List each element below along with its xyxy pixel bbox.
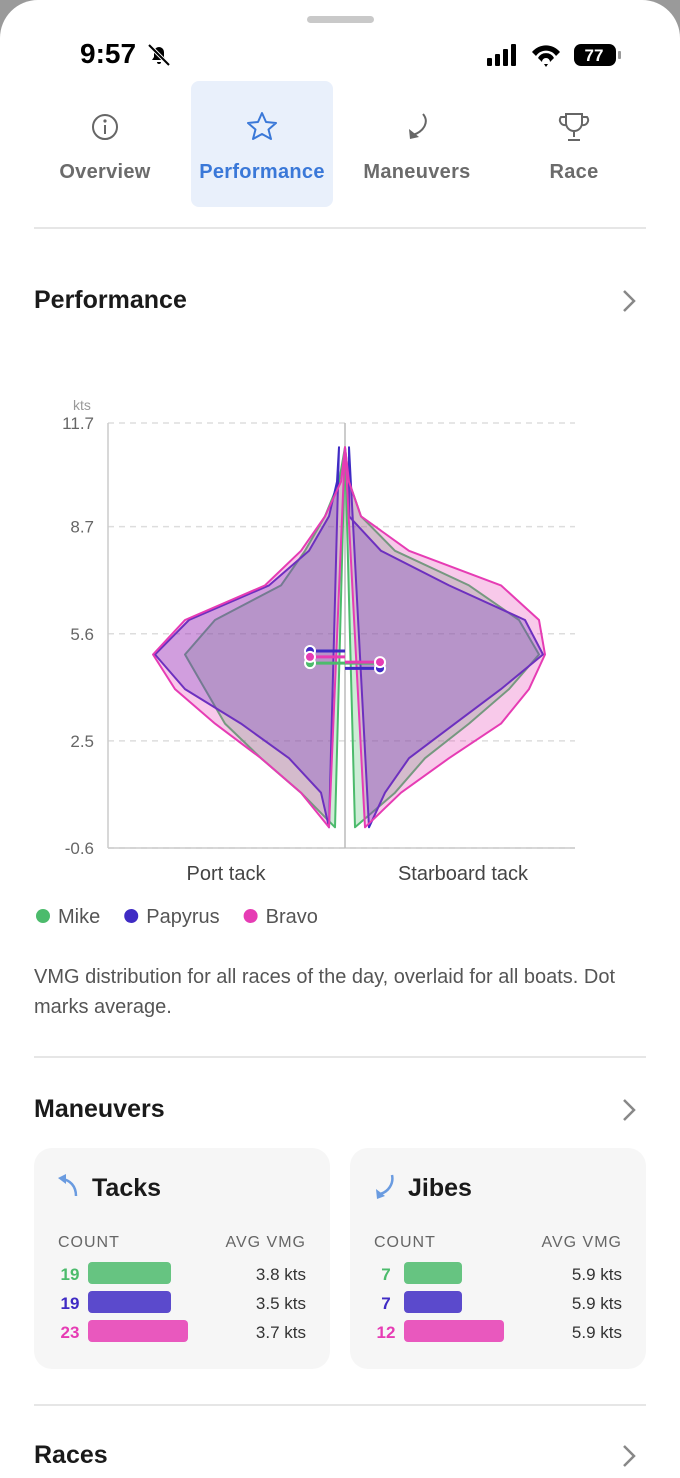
battery-level: 77 <box>585 46 604 65</box>
tab[interactable]: Performance <box>191 81 333 207</box>
card-title: Jibes <box>408 1174 472 1202</box>
count-label: 7 <box>381 1294 391 1313</box>
tab-label: Race <box>549 161 599 183</box>
count-bar <box>404 1320 504 1342</box>
violin-half <box>154 446 340 829</box>
avg-vmg: 3.8 kts <box>255 1265 306 1284</box>
y-tick-label: -0.6 <box>65 839 94 858</box>
status-time: 9:57 <box>80 38 137 69</box>
card-icon <box>58 1174 78 1197</box>
grab-handle[interactable] <box>307 16 374 23</box>
legend-label: Bravo <box>266 906 318 928</box>
tab-label: Performance <box>199 161 325 183</box>
description: VMG distribution for all races of the da… <box>34 966 616 1018</box>
column-header: COUNT <box>374 1234 436 1251</box>
avg-vmg: 3.7 kts <box>255 1323 306 1342</box>
count-label: 19 <box>60 1294 80 1313</box>
y-tick-label: 5.6 <box>70 625 94 644</box>
y-axis-unit: kts <box>73 397 91 413</box>
column-header: COUNT <box>58 1234 120 1251</box>
y-tick-label: 8.7 <box>70 518 94 537</box>
card-title: Tacks <box>92 1174 162 1202</box>
avg-vmg: 3.5 kts <box>255 1294 306 1313</box>
status-icons: 77 <box>487 44 621 67</box>
count-label: 7 <box>381 1265 391 1284</box>
x-tick-label: Starboard tack <box>398 863 529 885</box>
legend-swatch <box>124 909 139 923</box>
count-label: 23 <box>60 1323 80 1342</box>
y-tick-label: 11.7 <box>62 414 94 433</box>
violin-half <box>152 446 346 829</box>
avg-vmg: 5.9 kts <box>571 1294 622 1313</box>
silent-icon <box>147 43 171 67</box>
section-title: Performance <box>34 286 187 314</box>
count-bar <box>404 1291 463 1313</box>
tab[interactable]: Maneuvers <box>346 81 488 207</box>
avg-vmg: 5.9 kts <box>571 1323 622 1342</box>
mean-dot <box>374 656 386 669</box>
count-label: 19 <box>60 1265 80 1284</box>
count-bar <box>88 1262 171 1284</box>
card-icon <box>376 1174 394 1199</box>
chevron[interactable] <box>618 1443 640 1469</box>
count-label: 12 <box>376 1323 396 1342</box>
tab-icon <box>558 113 590 141</box>
legend-label: Papyrus <box>146 906 219 928</box>
tab[interactable]: Race <box>503 81 645 207</box>
section-title: Maneuvers <box>34 1095 165 1123</box>
divider <box>34 227 646 229</box>
tab-icon <box>409 113 427 139</box>
mean-dot <box>304 650 316 663</box>
avg-vmg: 5.9 kts <box>571 1265 622 1284</box>
divider <box>34 1404 646 1406</box>
chevron[interactable] <box>618 288 640 314</box>
x-tick-label: Port tack <box>187 863 267 885</box>
legend-swatch <box>36 909 50 923</box>
y-tick-label: 2.5 <box>70 732 94 751</box>
legend-label: Mike <box>58 906 100 928</box>
tab[interactable]: Overview <box>34 81 176 207</box>
maneuver-card[interactable]: Tacks COUNT AVG VMG 19 3.8 kts 19 3.5 kts 23 3.7… <box>34 1148 330 1369</box>
tab-label: Overview <box>59 161 151 183</box>
legend-swatch <box>243 909 258 923</box>
tab-label: Maneuvers <box>363 161 471 183</box>
tab-icon <box>247 112 277 140</box>
chevron[interactable] <box>618 1097 640 1123</box>
violin-half <box>344 446 546 829</box>
column-header: AVG VMG <box>541 1234 622 1251</box>
maneuver-card[interactable]: Jibes COUNT AVG VMG 7 5.9 kts 7 5.9 kts 12 5.9 k… <box>350 1148 646 1369</box>
section-title: Races <box>34 1441 108 1469</box>
tab-icon <box>92 114 118 140</box>
column-header: AVG VMG <box>225 1234 306 1251</box>
divider <box>34 1056 646 1058</box>
count-bar <box>88 1320 188 1342</box>
count-bar <box>404 1262 463 1284</box>
count-bar <box>88 1291 171 1313</box>
